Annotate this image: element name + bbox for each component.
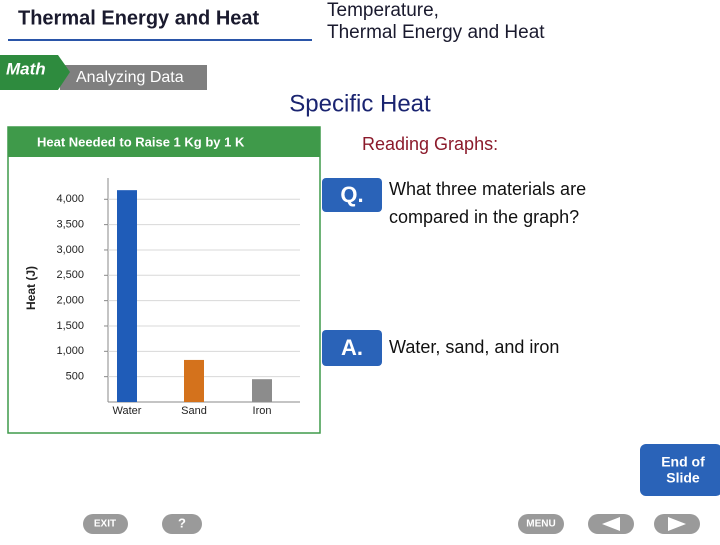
menu-button[interactable] [518, 514, 564, 534]
q-badge [322, 178, 382, 212]
slide-title: Specific Heat [289, 90, 431, 117]
help-button[interactable] [162, 514, 202, 534]
chapter-title: Temperature, [327, 0, 439, 21]
y-tick-label: 3,000 [56, 244, 84, 256]
bar [184, 359, 204, 402]
question-line: compared in the graph? [389, 207, 579, 227]
section-title: Thermal Energy and Heat [18, 7, 260, 29]
exit-button[interactable] [83, 514, 128, 534]
y-tick-label: 3,500 [56, 219, 84, 231]
menu-label: MENU [526, 519, 555, 530]
prompt: Reading Graphs: [362, 134, 498, 154]
y-tick-label: 2,500 [56, 269, 84, 281]
chart-title-bar [8, 127, 320, 157]
question-line: What three materials are [389, 179, 586, 199]
chart-title: Heat Needed to Raise 1 Kg by 1 K [37, 134, 245, 149]
q-marker: Q. [340, 182, 363, 207]
bar [252, 379, 272, 402]
end-button[interactable] [640, 444, 720, 496]
y-tick-label: 1,000 [56, 345, 84, 357]
exit-label: EXIT [94, 519, 116, 530]
a-marker: A. [341, 335, 363, 360]
topic-label: Analyzing Data [76, 69, 184, 86]
y-tick-label: 1,500 [56, 320, 84, 332]
y-axis-label: Heat (J) [24, 266, 38, 310]
topic-tab [60, 65, 207, 90]
answer-text: Water, sand, and iron [389, 337, 559, 357]
chapter-title: Thermal Energy and Heat [327, 22, 545, 43]
bar [117, 190, 137, 402]
chart-panel [7, 126, 321, 434]
x-tick-label: Iron [253, 405, 272, 417]
x-tick-label: Sand [181, 405, 207, 417]
help-label: ? [178, 515, 186, 530]
subject-label: Math [6, 59, 46, 78]
next-arrow [668, 517, 686, 531]
subject-tab [0, 55, 70, 90]
end-label: End of [661, 454, 705, 470]
y-tick-label: 500 [66, 371, 84, 383]
y-tick-label: 2,000 [56, 295, 84, 307]
a-badge [322, 330, 382, 366]
end-label: Slide [666, 470, 700, 486]
prev-arrow [602, 517, 620, 531]
y-tick-label: 4,000 [56, 193, 84, 205]
x-tick-label: Water [113, 405, 142, 417]
